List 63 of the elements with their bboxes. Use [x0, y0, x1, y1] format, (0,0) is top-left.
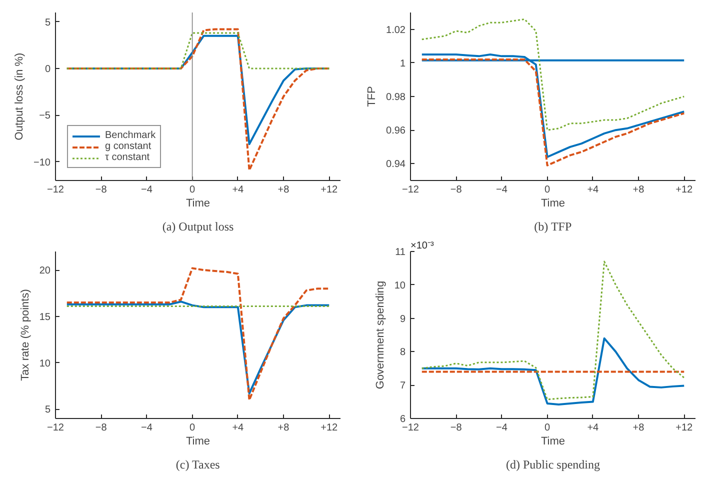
- x-axis-title: Time: [540, 436, 566, 448]
- x-tick-label: −8: [95, 422, 108, 434]
- x-tick-label: −4: [496, 184, 508, 196]
- x-tick-label: +12: [320, 422, 338, 434]
- x-tick-label: −8: [95, 184, 108, 196]
- y-tick-label: 7: [400, 380, 406, 392]
- x-axis-title: Time: [186, 198, 210, 210]
- y-tick-label: 0.98: [386, 92, 406, 103]
- y-tick-label: 9: [400, 314, 406, 325]
- legend-label: Benchmark: [105, 130, 156, 141]
- x-tick-label: −8: [450, 184, 462, 196]
- y-tick-label: 1: [400, 58, 406, 70]
- y-tick-label: 0.94: [386, 159, 406, 170]
- x-tick-label: +8: [278, 184, 290, 196]
- x-tick-label: −12: [47, 422, 64, 434]
- x-tick-label: +12: [676, 184, 694, 196]
- x-tick-label: +8: [632, 184, 645, 196]
- x-tick-label: +4: [587, 422, 600, 434]
- legend-label: τ constant: [105, 152, 150, 163]
- x-tick-label: +8: [278, 422, 290, 434]
- x-tick-label: 0: [190, 422, 196, 434]
- y-tick-label: 0: [44, 64, 51, 75]
- y-axis-title: TFP: [366, 86, 378, 107]
- y-axis-title: Tax rate (% points): [19, 289, 32, 381]
- y-tick-label: 5: [44, 404, 51, 416]
- y-tick-label: −5: [39, 110, 51, 122]
- x-tick-label: 0: [190, 184, 196, 196]
- y-tick-label: 0.96: [386, 126, 406, 137]
- x-axis-title: Time: [540, 198, 566, 210]
- x-tick-label: −4: [496, 422, 508, 434]
- y-tick-label: 10: [39, 358, 51, 370]
- text: (c) Taxes: [176, 458, 220, 472]
- x-tick-label: −12: [402, 422, 420, 434]
- x-tick-label: +12: [320, 184, 338, 196]
- y-tick-label: 6: [400, 414, 406, 425]
- x-tick-label: +4: [232, 422, 244, 434]
- text: (b) TFP: [534, 220, 572, 234]
- x-tick-label: +4: [587, 184, 600, 196]
- x-axis-title: Time: [186, 436, 210, 448]
- y-tick-label: 8: [400, 347, 406, 358]
- x-tick-label: −4: [141, 184, 153, 196]
- legend-label: g constant: [105, 141, 152, 152]
- y-axis-title: Government spending: [374, 280, 386, 390]
- y-tick-label: 15: [39, 312, 51, 323]
- y-axis-title: Output loss (in %): [14, 52, 26, 140]
- text: (a) Output loss: [162, 220, 234, 234]
- annotation: ×10⁻³: [410, 240, 434, 252]
- x-tick-label: +12: [676, 422, 694, 434]
- y-tick-label: 1.02: [386, 24, 406, 36]
- x-tick-label: −4: [141, 422, 153, 434]
- x-tick-label: +4: [232, 184, 244, 196]
- text: (d) Public spending: [506, 458, 600, 472]
- y-tick-label: 5: [44, 17, 51, 28]
- y-tick-label: 10: [394, 280, 406, 292]
- x-tick-label: −12: [47, 184, 64, 196]
- x-tick-label: −12: [402, 184, 420, 196]
- y-tick-label: 20: [39, 266, 51, 277]
- x-tick-label: +8: [632, 422, 645, 434]
- y-tick-label: −10: [34, 157, 51, 168]
- y-tick-label: 11: [395, 247, 406, 258]
- x-tick-label: 0: [544, 184, 551, 196]
- x-tick-label: 0: [544, 422, 551, 434]
- x-tick-label: −8: [450, 422, 462, 434]
